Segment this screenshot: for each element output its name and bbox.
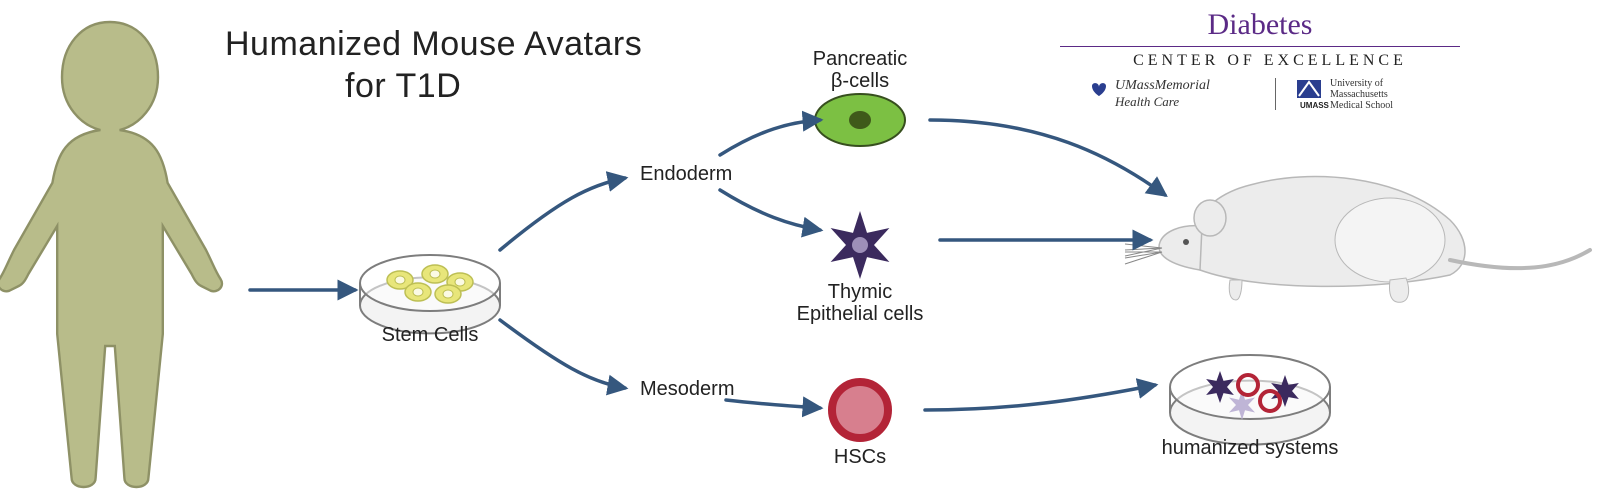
- umass-memorial-icon: [1088, 80, 1110, 102]
- mesoderm-label: Mesoderm: [640, 378, 734, 401]
- tec-label-bot: Epithelial cells: [797, 303, 924, 326]
- logo-vertical-divider: [1275, 78, 1276, 110]
- humanized-systems-dish-icon: [1170, 355, 1330, 445]
- beta-cell-icon: [815, 94, 905, 146]
- arrow-endoderm-to-tec: [720, 190, 820, 230]
- beta-label-top: Pancreatic: [813, 48, 908, 71]
- diagram-title-line2: for T1D: [345, 67, 461, 106]
- logo-healthcare: Health Care: [1115, 94, 1179, 110]
- logo-umass-tag: UMASS: [1300, 101, 1329, 110]
- hsc-icon: [832, 382, 888, 438]
- arrow-stem-to-mesoderm: [500, 320, 625, 388]
- thymic-epithelial-cell-icon: [831, 211, 890, 279]
- logo-umassmemorial: UMassMemorial: [1115, 78, 1210, 94]
- arrow-stem-to-endoderm: [500, 178, 625, 250]
- mouse-icon: [1125, 177, 1590, 303]
- logo-univ1: University of: [1330, 78, 1383, 89]
- diagram-title-line1: Humanized Mouse Avatars: [225, 25, 642, 64]
- logo-diabetes: Diabetes: [1100, 8, 1420, 42]
- arrow-hsc-to-outdish: [925, 385, 1155, 410]
- stem-cells-label: Stem Cells: [382, 324, 479, 347]
- arrow-beta-to-mouse: [930, 120, 1165, 195]
- beta-label-bot: β-cells: [831, 70, 889, 93]
- tec-label-top: Thymic: [828, 281, 892, 304]
- arrow-mesoderm-to-hsc: [726, 400, 820, 408]
- logo-divider: [1060, 46, 1460, 47]
- humanized-systems-label: humanized systems: [1162, 437, 1339, 460]
- logo-coe: CENTER OF EXCELLENCE: [1080, 52, 1460, 70]
- endoderm-label: Endoderm: [640, 163, 732, 186]
- stem-cell-dish-icon: [360, 255, 500, 333]
- logo-univ2: Massachusetts: [1330, 89, 1388, 100]
- hsc-label: HSCs: [834, 446, 886, 469]
- human-silhouette-icon: [0, 22, 222, 487]
- arrow-endoderm-to-beta: [720, 120, 820, 155]
- logo-univ3: Medical School: [1330, 100, 1393, 111]
- umass-medschool-icon: [1295, 78, 1323, 102]
